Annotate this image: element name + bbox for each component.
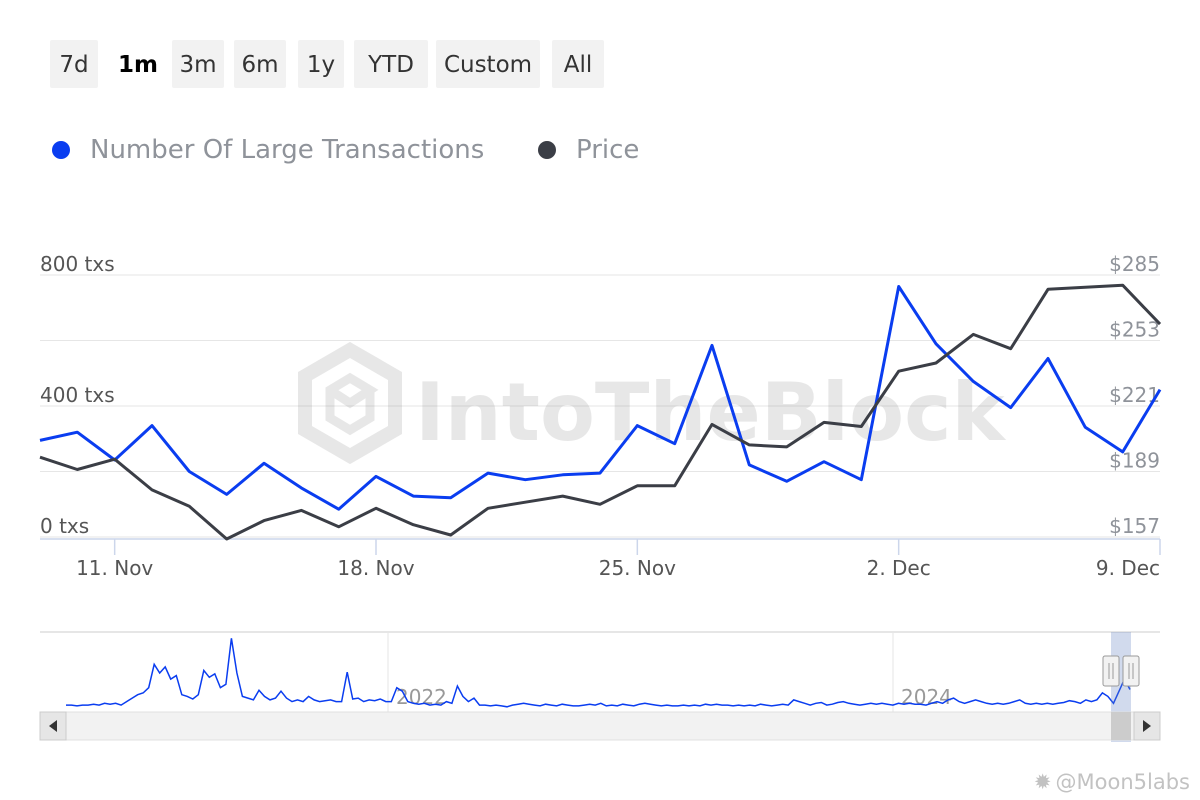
range-button-all[interactable]: All	[552, 40, 604, 88]
watermark-text: IntoTheBlock	[415, 366, 1006, 459]
right-axis-tick-label: $285	[1109, 252, 1160, 276]
navigator-background	[40, 632, 1160, 712]
scrollbar-thumb[interactable]	[1111, 712, 1131, 740]
series-line-large-transactions[interactable]	[39, 285, 1162, 511]
right-axis-tick-label: $253	[1109, 318, 1160, 342]
legend-item-price[interactable]: Price	[538, 130, 639, 170]
left-axis-tick-label: 0 txs	[40, 514, 89, 538]
legend-label: Number Of Large Transactions	[90, 135, 485, 165]
x-axis-tick-label: 2. Dec	[867, 556, 931, 580]
right-axis-tick-label: $189	[1109, 449, 1160, 473]
scroll-left-button[interactable]	[39, 711, 67, 741]
scroll-left-arrow-icon	[49, 720, 57, 732]
legend-dot-icon	[538, 141, 556, 159]
range-button-3m[interactable]: 3m	[172, 40, 224, 88]
x-axis-tick-label: 25. Nov	[599, 556, 676, 580]
watermark-hexagon-icon	[298, 341, 402, 465]
legend-item-large-transactions[interactable]: Number Of Large Transactions	[52, 130, 484, 170]
credit-text: @Moon5labs	[1055, 770, 1190, 794]
left-axis-tick-label: 800 txs	[40, 252, 115, 276]
range-button-7d[interactable]: 7d	[50, 40, 98, 88]
range-button-1y[interactable]: 1y	[298, 40, 344, 88]
navigator-left-handle[interactable]	[1102, 655, 1120, 687]
range-button-custom[interactable]: Custom	[436, 40, 540, 88]
right-axis-tick-label: $157	[1109, 514, 1160, 538]
x-axis-tick-label: 18. Nov	[337, 556, 414, 580]
credit-watermark: ✹ @Moon5labs	[1034, 770, 1190, 794]
left-axis-tick-label: 400 txs	[40, 383, 115, 407]
range-button-ytd[interactable]: YTD	[354, 40, 428, 88]
weibo-icon: ✹	[1033, 770, 1052, 794]
x-axis-tick-label: 9. Dec	[1096, 556, 1160, 580]
range-button-1m[interactable]: 1m	[112, 40, 164, 88]
main-chart: IntoTheBlock 0 txs 400 txs 800 txs $157 $189 $…	[39, 252, 1162, 580]
navigator-series-line	[66, 638, 1131, 708]
legend-dot-icon	[52, 141, 70, 159]
legend-label: Price	[576, 135, 640, 165]
navigator-chart: 2022 2024	[39, 631, 1161, 742]
series-line-price[interactable]	[39, 283, 1162, 541]
navigator-right-handle[interactable]	[1122, 655, 1140, 687]
watermark-cube-icon	[325, 372, 379, 436]
scrollbar-track[interactable]	[39, 711, 1161, 741]
scroll-right-arrow-icon	[1143, 720, 1151, 732]
range-button-6m[interactable]: 6m	[234, 40, 286, 88]
x-axis-tick-label: 11. Nov	[76, 556, 153, 580]
scroll-right-button[interactable]	[1133, 711, 1161, 741]
watermark-logo: IntoTheBlock	[298, 341, 1006, 465]
